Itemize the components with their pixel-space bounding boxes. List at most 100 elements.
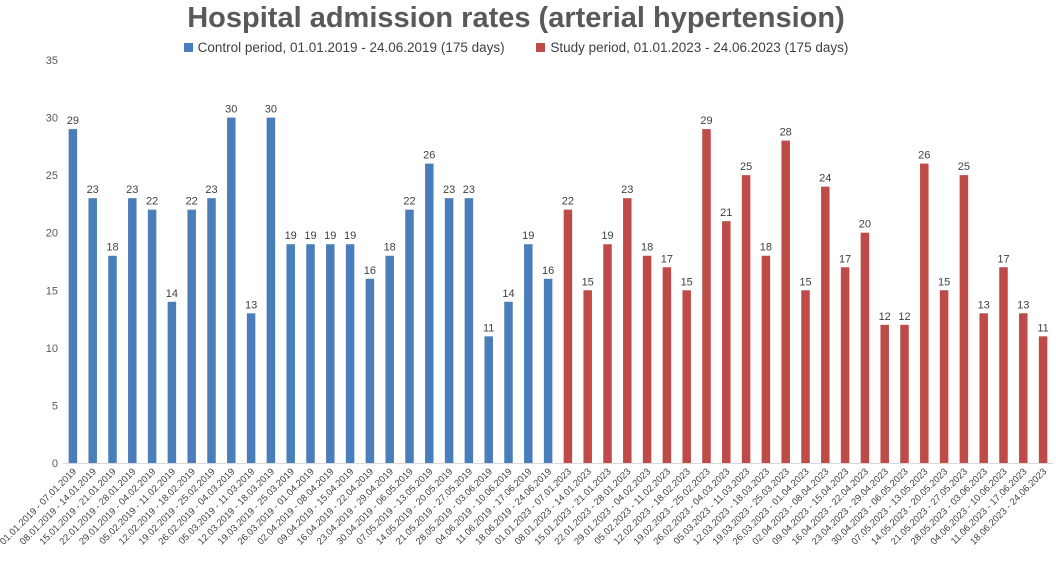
bar-control bbox=[286, 244, 295, 463]
data-label: 17 bbox=[839, 253, 851, 265]
bar-study bbox=[781, 140, 790, 463]
data-label: 16 bbox=[542, 265, 554, 277]
y-tick-label: 35 bbox=[46, 55, 58, 67]
data-label: 18 bbox=[106, 242, 118, 254]
bar-control bbox=[266, 117, 276, 464]
legend-swatch-study bbox=[536, 43, 546, 52]
bar-control bbox=[187, 209, 196, 463]
data-label: 19 bbox=[601, 230, 613, 242]
data-label: 23 bbox=[463, 184, 475, 196]
bar-study bbox=[939, 290, 949, 463]
y-tick-label: 30 bbox=[46, 113, 58, 125]
data-label: 15 bbox=[799, 276, 811, 288]
data-label: 19 bbox=[522, 230, 534, 242]
data-label: 25 bbox=[740, 161, 752, 173]
bar-study bbox=[682, 290, 691, 463]
bar-study bbox=[623, 198, 632, 463]
bar-study bbox=[880, 324, 889, 463]
data-label: 23 bbox=[87, 184, 99, 196]
data-label: 22 bbox=[186, 196, 198, 208]
y-tick-label: 20 bbox=[46, 228, 58, 240]
data-label: 14 bbox=[502, 288, 514, 300]
bar-control bbox=[405, 209, 414, 463]
data-label: 15 bbox=[582, 276, 594, 288]
legend-item-control: Control period, 01.01.2019 - 24.06.2019 … bbox=[183, 40, 505, 55]
y-tick-label: 15 bbox=[46, 285, 58, 297]
bar-study bbox=[920, 163, 929, 463]
bar-study bbox=[840, 267, 850, 463]
y-tick-label: 0 bbox=[52, 458, 58, 470]
data-label: 23 bbox=[126, 184, 138, 196]
bar-study bbox=[761, 255, 771, 463]
bar-study bbox=[741, 175, 751, 463]
bar-control bbox=[227, 117, 236, 464]
bar-control bbox=[464, 198, 474, 463]
bar-control bbox=[484, 336, 493, 463]
bar-control bbox=[385, 255, 394, 463]
bar-study bbox=[642, 255, 652, 463]
data-label: 15 bbox=[938, 276, 950, 288]
data-label: 18 bbox=[760, 242, 772, 254]
bar-control bbox=[306, 244, 315, 463]
bar-study bbox=[702, 129, 711, 464]
bar-control bbox=[147, 209, 157, 463]
legend-label-control: Control period, 01.01.2019 - 24.06.2019 … bbox=[197, 40, 505, 55]
data-label: 14 bbox=[166, 288, 178, 300]
y-tick-label: 5 bbox=[52, 400, 58, 412]
data-label: 23 bbox=[205, 184, 217, 196]
legend-label-study: Study period, 01.01.2023 - 24.06.2023 (1… bbox=[550, 40, 849, 55]
data-label: 13 bbox=[245, 299, 257, 311]
bar-study bbox=[583, 290, 592, 463]
bar-study bbox=[1038, 336, 1048, 463]
data-label: 19 bbox=[285, 230, 297, 242]
data-label: 26 bbox=[918, 150, 930, 162]
bar-control bbox=[108, 255, 117, 463]
data-label: 23 bbox=[621, 184, 633, 196]
data-label: 17 bbox=[661, 253, 673, 265]
data-label: 26 bbox=[423, 150, 435, 162]
bar-control bbox=[207, 198, 216, 463]
data-label: 19 bbox=[324, 230, 336, 242]
legend-item-study: Study period, 01.01.2023 - 24.06.2023 (1… bbox=[536, 40, 848, 55]
data-label: 18 bbox=[641, 242, 653, 254]
data-label: 22 bbox=[403, 196, 415, 208]
legend: Control period, 01.01.2019 - 24.06.2019 … bbox=[0, 40, 1032, 55]
bar-study bbox=[722, 221, 731, 463]
bar-study bbox=[603, 244, 612, 463]
data-label: 20 bbox=[859, 219, 871, 231]
data-label: 30 bbox=[225, 104, 237, 116]
data-label: 30 bbox=[265, 104, 277, 116]
y-tick-label: 25 bbox=[46, 170, 58, 182]
bar-study bbox=[801, 290, 810, 463]
bar-study bbox=[860, 232, 870, 463]
bar-control bbox=[524, 244, 533, 463]
bar-study bbox=[959, 175, 969, 463]
data-label: 25 bbox=[958, 161, 970, 173]
data-label: 23 bbox=[443, 184, 455, 196]
data-label: 29 bbox=[67, 115, 79, 127]
data-label: 19 bbox=[344, 230, 356, 242]
data-label: 18 bbox=[384, 242, 396, 254]
bar-control bbox=[326, 244, 335, 463]
data-label: 21 bbox=[720, 207, 732, 219]
data-label: 12 bbox=[898, 311, 910, 323]
data-label: 28 bbox=[780, 127, 792, 139]
bar-control bbox=[425, 163, 434, 463]
bar-control bbox=[345, 244, 355, 463]
bar-study bbox=[1019, 313, 1028, 463]
bar-study bbox=[563, 209, 573, 463]
legend-swatch-control bbox=[183, 43, 193, 52]
data-label: 11 bbox=[1037, 322, 1048, 334]
bar-control bbox=[128, 198, 137, 463]
bar-control bbox=[68, 129, 78, 464]
data-label: 19 bbox=[304, 230, 316, 242]
data-label: 16 bbox=[364, 265, 376, 277]
bar-control bbox=[543, 278, 553, 463]
bar-study bbox=[900, 324, 909, 463]
y-tick-label: 10 bbox=[46, 343, 58, 355]
data-label: 29 bbox=[700, 115, 712, 127]
bar-control bbox=[167, 301, 177, 463]
data-label: 22 bbox=[146, 196, 158, 208]
bar-study bbox=[821, 186, 830, 463]
